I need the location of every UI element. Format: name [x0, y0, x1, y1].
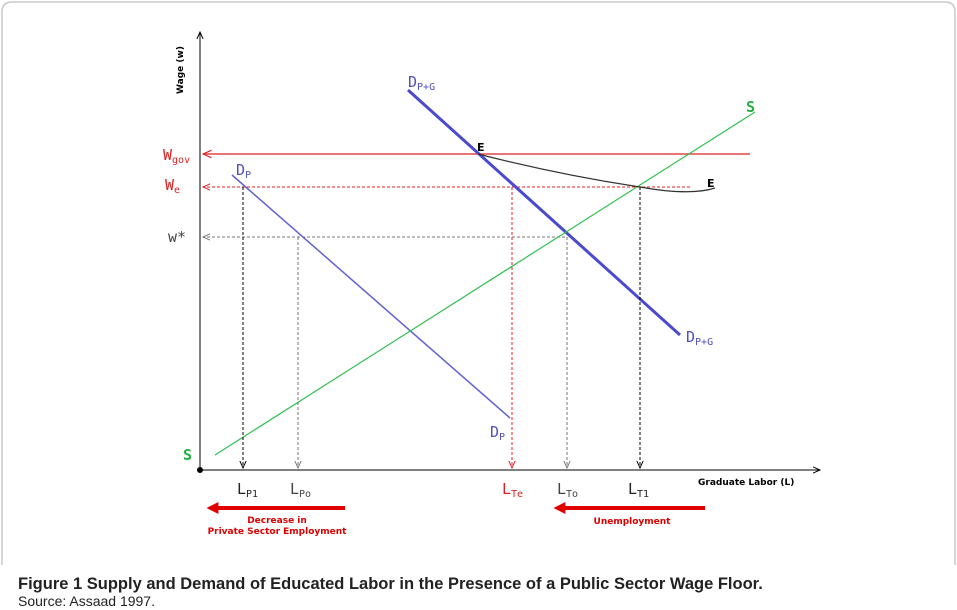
label-part: w* [168, 228, 186, 246]
e-label: E [707, 177, 715, 190]
lte-label: LTe [502, 480, 523, 500]
dpg-label: DP+G [686, 328, 713, 348]
label-part: L [290, 480, 299, 498]
dp-label: DP [236, 161, 251, 181]
label-part: D [490, 423, 499, 441]
label-part: D [236, 161, 245, 179]
label-part: Te [511, 489, 523, 500]
label-part: W [163, 146, 173, 164]
lto-label: LTo [557, 480, 578, 500]
w-e-label: We [165, 176, 180, 196]
label-part: D [686, 328, 695, 346]
w-star-label: w* [168, 228, 186, 246]
frame [1, 1, 956, 565]
label-part: P1 [246, 489, 258, 500]
label-part: D [408, 73, 417, 91]
caption-source: Source: Assaad 1997. [18, 593, 155, 609]
label-part: E [707, 177, 715, 190]
y-axis-label: Wage (w) [176, 46, 186, 94]
label-part: W [165, 176, 175, 194]
s-label: S [183, 446, 192, 464]
label-part: E [477, 141, 485, 154]
label-part: S [746, 98, 755, 116]
w-gov-label: Wgov [163, 146, 190, 166]
e-label: E [477, 141, 485, 154]
label-part: T1 [637, 489, 649, 500]
label-part: S [183, 446, 192, 464]
dp-label: DP [490, 423, 505, 443]
unemployment-label: Unemployment [594, 517, 672, 527]
supply [214, 111, 756, 456]
lp1-label: LP1 [237, 480, 258, 500]
label-part: P [499, 432, 505, 443]
label-part: To [566, 489, 578, 500]
label-part: Po [299, 489, 311, 500]
private-demand [231, 174, 511, 419]
x-axis-label: Graduate Labor (L) [698, 478, 794, 488]
lpo-label: LPo [290, 480, 311, 500]
label-part: e [174, 185, 180, 196]
label-part: P+G [695, 337, 713, 348]
dpg-label: DP+G [408, 73, 435, 93]
label-part: L [628, 480, 637, 498]
lt1-label: LT1 [628, 480, 649, 500]
label-part: L [502, 480, 511, 498]
e-curve [477, 153, 716, 193]
label-part: L [557, 480, 566, 498]
decrease-label: Private Sector Employment [208, 527, 348, 537]
label-part: P [245, 170, 251, 181]
caption-title: Figure 1 Supply and Demand of Educated L… [18, 575, 763, 593]
origin [197, 467, 203, 473]
label-part: gov [172, 155, 190, 166]
decrease-label: Decrease in [247, 516, 307, 526]
label-part: L [237, 480, 246, 498]
s-label: S [746, 98, 755, 116]
total-demand [406, 88, 682, 337]
label-part: P+G [417, 82, 435, 93]
